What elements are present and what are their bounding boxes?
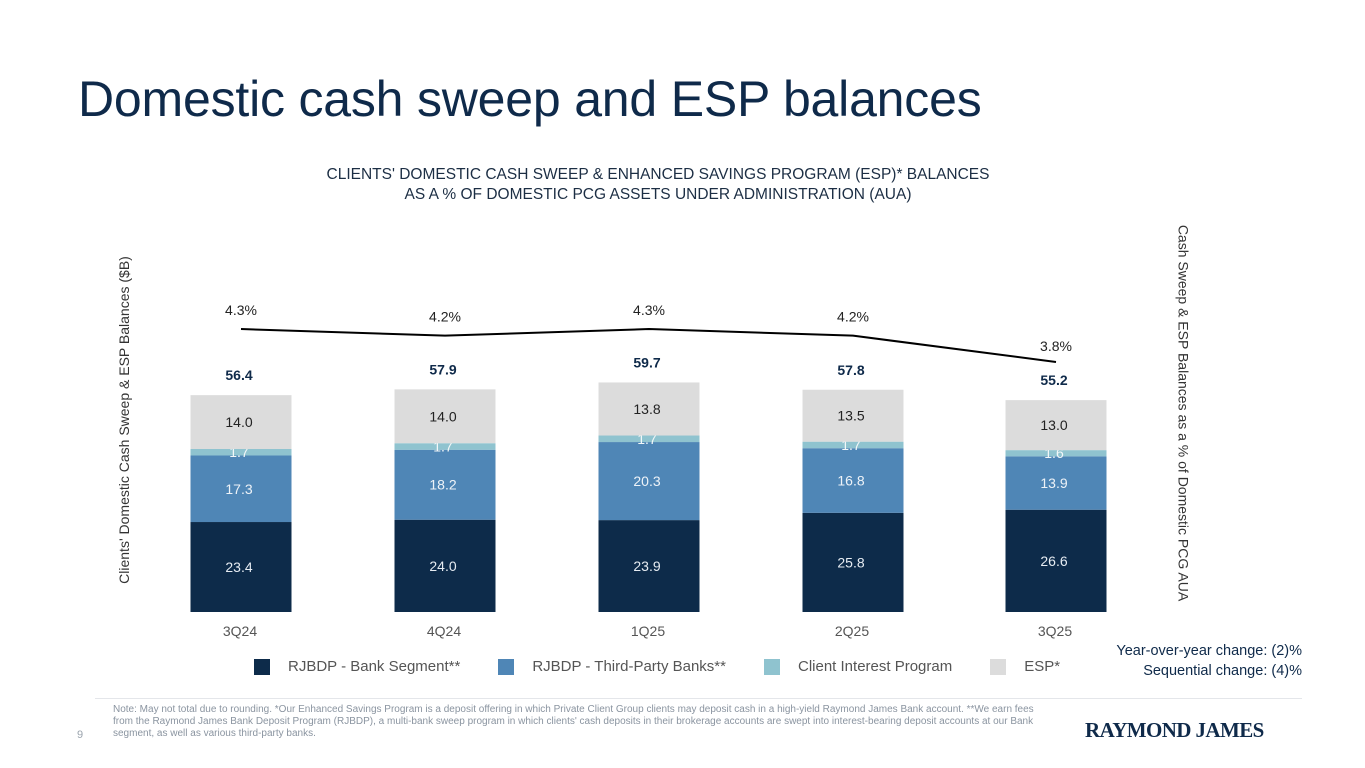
bar-3q24-series-1 (190, 455, 292, 523)
legend-item-third-party: RJBDP - Third-Party Banks** (498, 658, 726, 675)
legend-swatch-third-party (498, 658, 515, 675)
bar-label-2q25-series-0: 25.8 (837, 554, 864, 570)
total-label-3q24: 56.4 (225, 367, 252, 383)
x-tick-4q24: 4Q24 (427, 623, 461, 639)
bar-label-2q25-series-1: 16.8 (837, 473, 864, 489)
sequential-change: Sequential change: (4)% (1143, 663, 1302, 679)
bar-1q25-series-3 (598, 382, 700, 436)
bar-3q25-series-0 (1005, 509, 1107, 612)
raymond-james-logo: RAYMOND JAMES (1085, 718, 1264, 742)
bar-label-4q24-series-0: 24.0 (429, 558, 456, 574)
chart-legend: RJBDP - Bank Segment** RJBDP - Third-Par… (254, 658, 1060, 675)
bar-1q25-series-2 (598, 435, 700, 443)
bar-2q25-series-3 (802, 389, 904, 442)
legend-label-esp: ESP* (1024, 658, 1061, 675)
bar-3q25-series-1 (1005, 456, 1107, 510)
legend-item-client-interest: Client Interest Program (764, 658, 952, 675)
bar-1q25-series-1 (598, 442, 700, 521)
x-tick-3q25: 3Q25 (1038, 623, 1072, 639)
yoy-change: Year-over-year change: (2)% (1116, 643, 1302, 659)
bar-label-3q24-series-3: 14.0 (225, 414, 252, 430)
chart-title-line1: CLIENTS' DOMESTIC CASH SWEEP & ENHANCED … (326, 166, 990, 183)
bar-label-1q25-series-1: 20.3 (633, 473, 660, 489)
legend-item-esp: ESP* (990, 658, 1060, 675)
legend-swatch-esp (990, 658, 1007, 675)
bar-1q25-series-0 (598, 520, 700, 612)
bar-label-1q25-series-0: 23.9 (633, 558, 660, 574)
page-number: 9 (77, 729, 84, 741)
legend-item-bank-segment: RJBDP - Bank Segment** (254, 658, 460, 675)
bar-label-2q25-series-3: 13.5 (837, 408, 864, 424)
bar-4q24-series-2 (394, 443, 496, 450)
footnote: Note: May not total due to rounding. *Ou… (113, 704, 1034, 739)
bar-3q24-series-3 (190, 395, 292, 449)
bar-3q25-series-2 (1005, 450, 1107, 457)
pct-label-3q24: 4.3% (225, 302, 257, 318)
bar-2q25-series-2 (802, 441, 904, 449)
legend-swatch-bank-segment (254, 658, 270, 675)
pct-label-4q24: 4.2% (429, 309, 461, 325)
legend-label-client-interest: Client Interest Program (798, 658, 953, 675)
bar-label-3q25-series-0: 26.6 (1040, 553, 1067, 569)
pct-label-2q25: 4.2% (837, 309, 869, 325)
bar-label-3q25-series-3: 13.0 (1040, 417, 1067, 433)
bar-3q24-series-0 (190, 522, 292, 612)
total-label-1q25: 59.7 (633, 354, 660, 370)
page-title: Domestic cash sweep and ESP balances (78, 71, 982, 127)
total-label-4q24: 57.9 (429, 361, 456, 377)
bar-label-3q25-series-1: 13.9 (1040, 475, 1067, 491)
bar-2q25-series-0 (802, 512, 904, 612)
bar-4q24-series-3 (394, 389, 496, 444)
bar-label-3q24-series-0: 23.4 (225, 559, 252, 575)
total-label-2q25: 57.8 (837, 362, 864, 378)
bar-4q24-series-0 (394, 519, 496, 612)
bar-label-4q24-series-1: 18.2 (429, 477, 456, 493)
x-tick-1q25: 1Q25 (631, 623, 665, 639)
bar-3q25-series-3 (1005, 400, 1107, 451)
bar-3q24-series-2 (190, 448, 292, 456)
chart-title-line2: AS A % OF DOMESTIC PCG ASSETS UNDER ADMI… (404, 186, 912, 203)
bar-label-1q25-series-3: 13.8 (633, 401, 660, 417)
pct-label-1q25: 4.3% (633, 302, 665, 318)
bar-4q24-series-1 (394, 449, 496, 520)
pct-line (240, 328, 1057, 363)
legend-label-third-party: RJBDP - Third-Party Banks** (532, 658, 726, 675)
pct-label-3q25: 3.8% (1040, 338, 1072, 354)
bar-label-3q24-series-1: 17.3 (225, 481, 252, 497)
legend-swatch-client-interest (764, 658, 780, 675)
total-label-3q25: 55.2 (1040, 372, 1067, 388)
bar-label-4q24-series-3: 14.0 (429, 408, 456, 424)
x-tick-3q24: 3Q24 (223, 623, 257, 639)
legend-label-bank-segment: RJBDP - Bank Segment** (288, 658, 461, 675)
x-tick-2q25: 2Q25 (835, 623, 869, 639)
footer-divider (95, 698, 1302, 699)
change-summary: Year-over-year change: (2)% Sequential c… (1116, 641, 1302, 681)
bar-2q25-series-1 (802, 448, 904, 513)
